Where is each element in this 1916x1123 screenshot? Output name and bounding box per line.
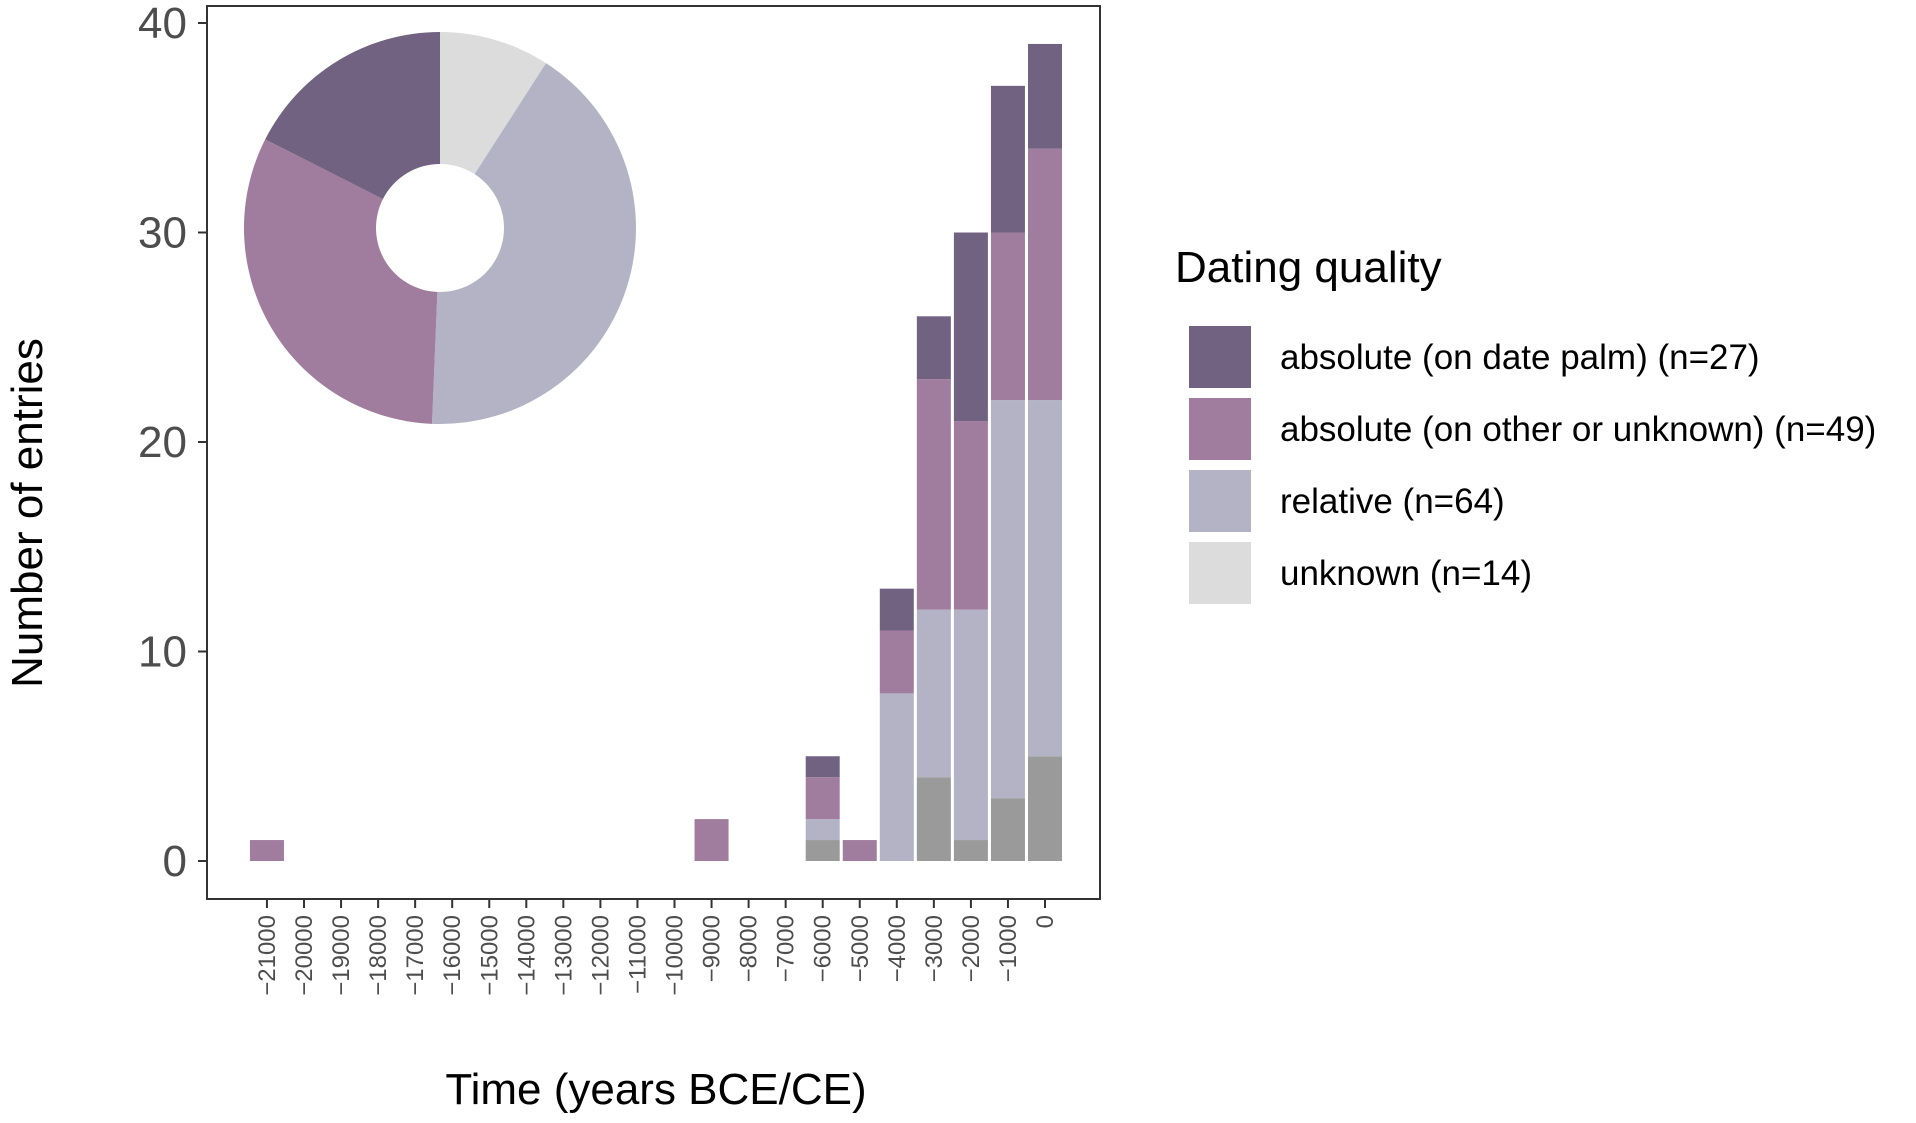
x-axis: −21000 −20000 −19000 −18000 −17000 −16000 −150…	[254, 899, 1059, 996]
legend-key	[1189, 398, 1251, 460]
bar-segment	[990, 798, 1025, 861]
bar-segment	[805, 819, 840, 841]
y-axis: 0 10 20 30 40	[138, 0, 207, 886]
legend: Dating quality absolute (on date palm) (…	[1175, 243, 1876, 604]
legend-label: relative (n=64)	[1280, 482, 1505, 521]
x-tick-label: −15000	[476, 915, 503, 996]
x-axis-title: Time (years BCE/CE)	[445, 1065, 866, 1114]
bar-segment	[805, 840, 840, 861]
x-tick-label: −12000	[587, 915, 614, 996]
x-tick-label: −14000	[513, 915, 540, 996]
x-tick-label: −21000	[254, 915, 281, 996]
bar-segment	[805, 777, 840, 820]
x-tick-label: −19000	[328, 915, 355, 996]
x-tick-label: −13000	[550, 915, 577, 996]
x-tick-label: −4000	[884, 915, 911, 982]
legend-label: unknown (n=14)	[1280, 554, 1532, 593]
bar-segment	[916, 777, 951, 861]
legend-label: absolute (on other or unknown) (n=49)	[1280, 410, 1876, 449]
x-tick-label: 0	[1032, 915, 1059, 928]
x-tick-label: −16000	[439, 915, 466, 996]
x-tick-label: −18000	[365, 915, 392, 996]
bar-segment	[805, 756, 840, 778]
donut-slice	[243, 139, 438, 424]
legend-key	[1189, 542, 1251, 604]
bar-segment	[990, 85, 1025, 233]
y-axis-title: Number of entries	[3, 338, 52, 688]
x-tick-label: −17000	[402, 915, 429, 996]
bar-segment	[249, 840, 284, 861]
x-tick-label: −6000	[810, 915, 837, 982]
bar-segment	[916, 316, 951, 380]
x-tick-label: −5000	[847, 915, 874, 982]
legend-key	[1189, 326, 1251, 388]
bar-segment	[953, 609, 988, 841]
y-tick-label: 20	[138, 418, 187, 467]
legend-key	[1189, 470, 1251, 532]
donut-slice	[440, 32, 546, 175]
bar-segment	[879, 630, 914, 694]
donut-slice	[432, 63, 636, 425]
bar-segment	[953, 232, 988, 422]
bar-segment	[953, 840, 988, 861]
bar-segment	[842, 840, 877, 861]
bar-segment	[916, 609, 951, 778]
bar-segment	[879, 693, 914, 861]
bar-segment	[1028, 43, 1062, 149]
bar-segment	[1028, 400, 1062, 757]
x-tick-label: −20000	[291, 915, 318, 996]
x-tick-label: −9000	[699, 915, 726, 982]
bar-segment	[1028, 756, 1062, 861]
x-tick-label: −2000	[958, 915, 985, 982]
bar-segment	[990, 232, 1025, 401]
x-tick-label: −8000	[736, 915, 763, 982]
y-tick-label: 40	[138, 0, 187, 48]
x-tick-label: −1000	[995, 915, 1022, 982]
x-tick-label: −7000	[773, 915, 800, 982]
legend-label: absolute (on date palm) (n=27)	[1280, 338, 1760, 377]
x-tick-label: −11000	[624, 915, 651, 994]
bar-segment	[953, 421, 988, 610]
y-tick-label: 0	[163, 837, 187, 886]
bar-segment	[916, 379, 951, 610]
x-tick-label: −3000	[921, 915, 948, 982]
bar-segment	[990, 400, 1025, 799]
bar-segment	[1028, 148, 1062, 401]
y-tick-label: 30	[138, 209, 187, 258]
bar-segment	[694, 819, 729, 861]
stacked-bars	[249, 43, 1062, 861]
inset-donut-chart	[243, 32, 636, 425]
y-tick-label: 10	[138, 628, 187, 677]
donut-slice	[265, 32, 440, 200]
bar-segment	[879, 588, 914, 631]
legend-title: Dating quality	[1175, 243, 1442, 292]
x-tick-label: −10000	[662, 915, 689, 996]
plot-border	[206, 5, 1101, 900]
